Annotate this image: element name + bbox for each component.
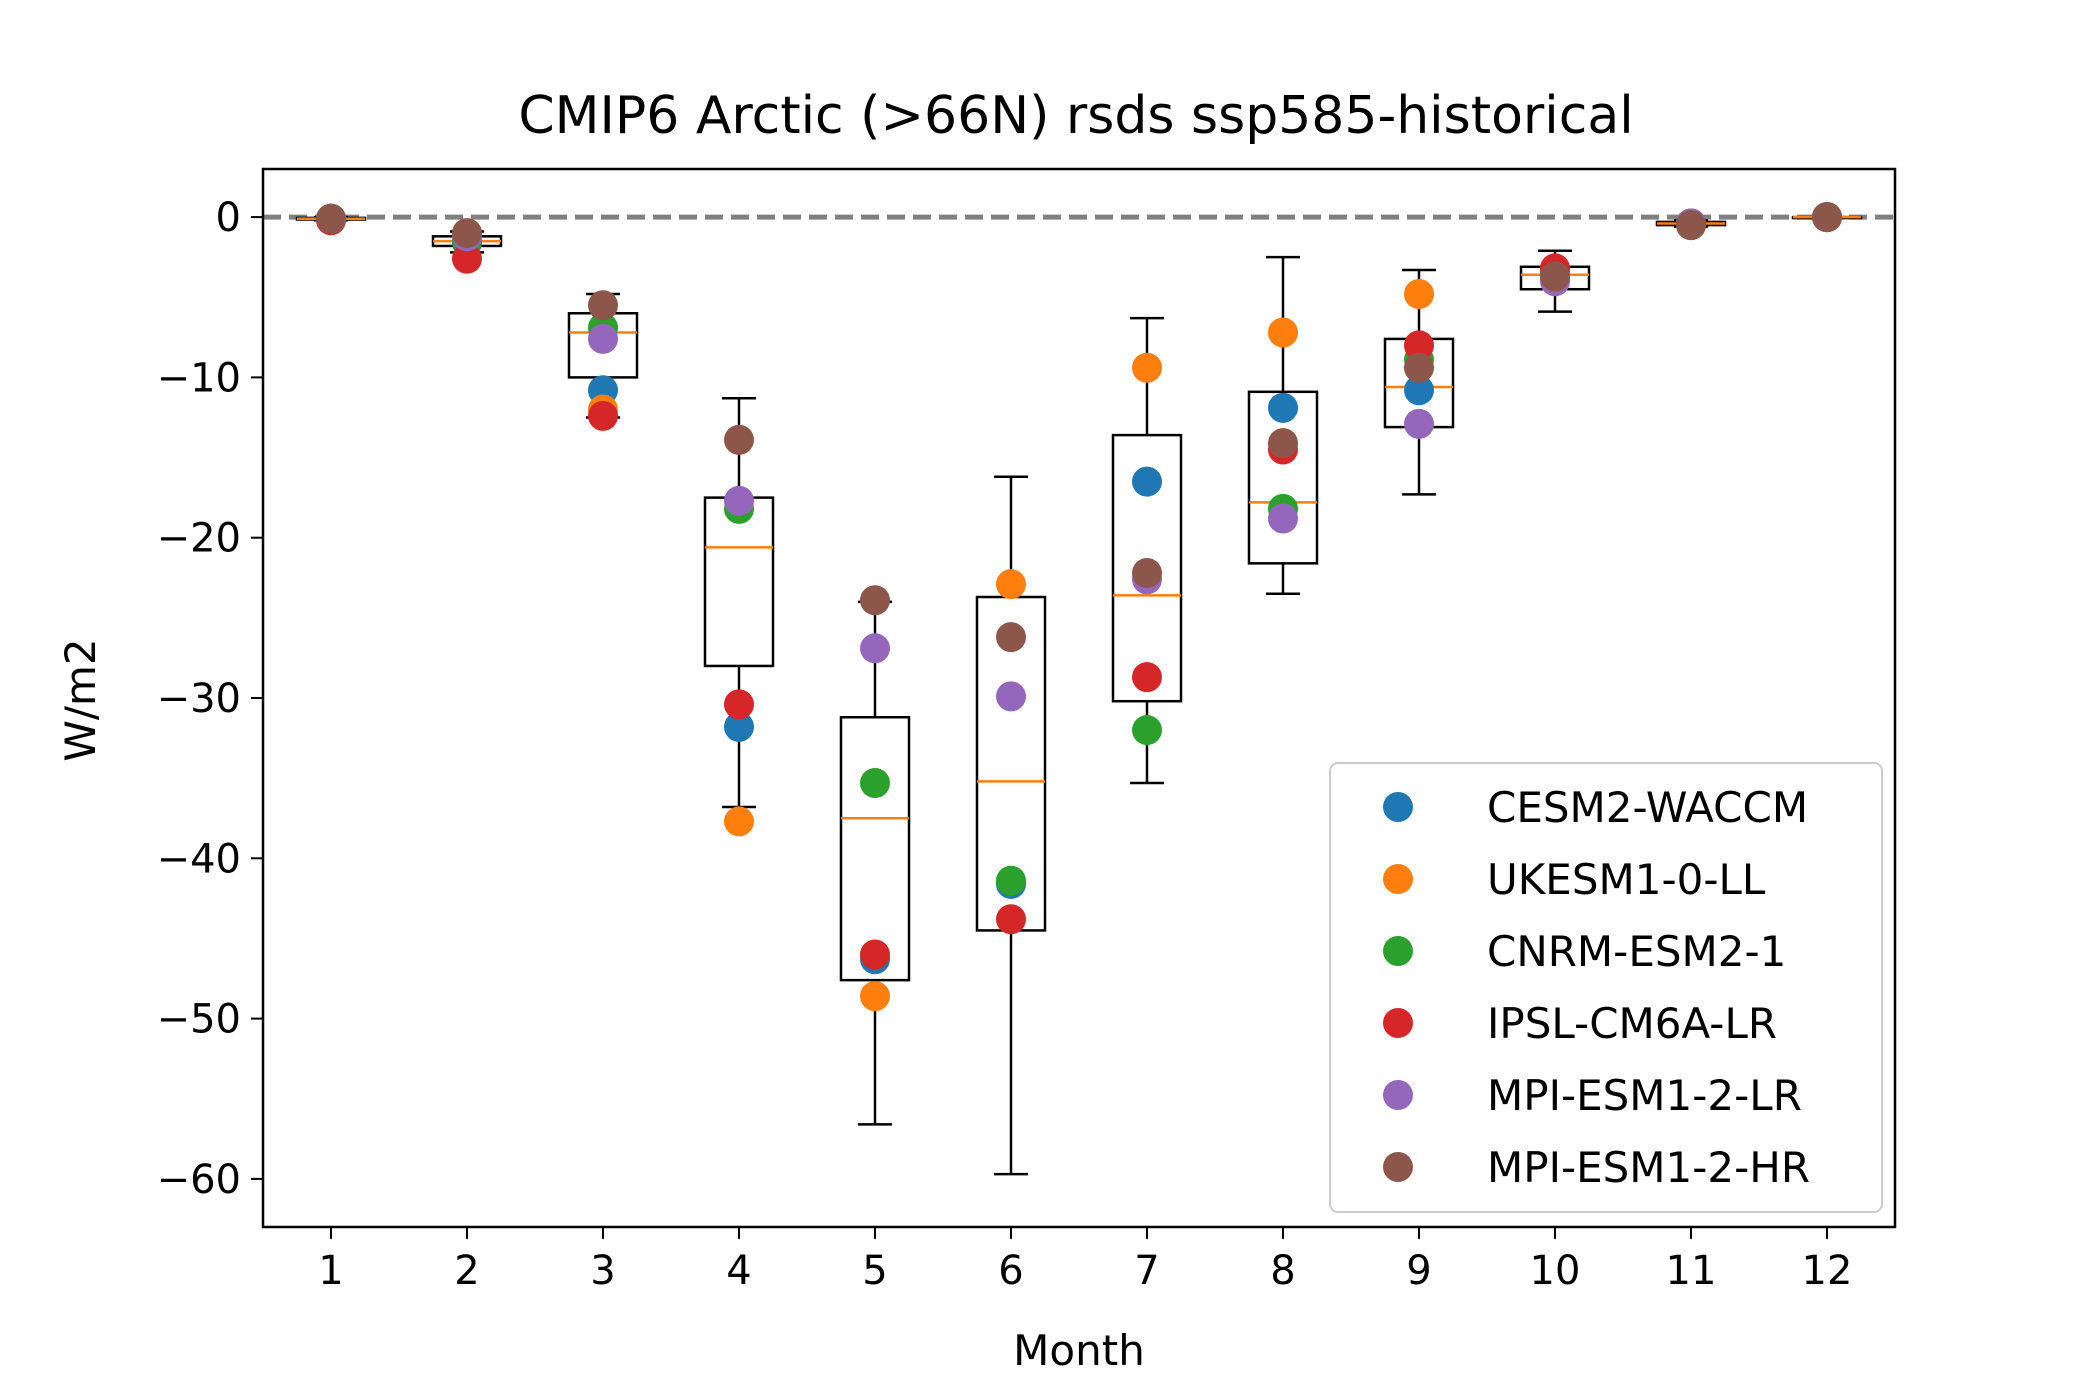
y-tick-label: −10 [157,355,241,401]
point-IPSL-CM6A-LR-month-9 [1404,330,1434,361]
x-tick-label: 11 [1666,1248,1717,1294]
x-tick-label: 4 [726,1248,751,1294]
x-tick-label: 5 [862,1248,887,1294]
x-tick-label: 12 [1802,1248,1853,1294]
legend-marker-MPI-ESM1-2-HR [1383,1152,1413,1182]
point-UKESM1-0-LL-month-7 [1132,352,1162,383]
y-tick-label: −20 [157,516,241,562]
point-UKESM1-0-LL-month-8 [1268,317,1298,348]
point-CESM2-WACCM-month-9 [1404,375,1434,406]
point-IPSL-CM6A-LR-month-3 [588,400,618,431]
legend-label-IPSL-CM6A-LR: IPSL-CM6A-LR [1487,999,1777,1048]
legend-label-CNRM-ESM2-1: CNRM-ESM2-1 [1487,927,1786,976]
point-MPI-ESM1-2-LR-month-9 [1404,408,1434,439]
point-MPI-ESM1-2-HR-month-6 [996,622,1026,653]
legend-label-CESM2-WACCM: CESM2-WACCM [1487,783,1808,832]
point-MPI-ESM1-2-HR-month-11 [1676,210,1706,241]
point-UKESM1-0-LL-month-4 [724,806,754,837]
point-MPI-ESM1-2-HR-month-3 [588,290,618,321]
y-tick-label: −30 [157,676,241,722]
y-tick-label: −50 [157,997,241,1043]
legend-frame [1329,762,1883,1213]
point-CESM2-WACCM-month-4 [724,711,754,742]
x-tick-label: 1 [318,1248,343,1294]
legend-marker-IPSL-CM6A-LR [1383,1008,1413,1038]
point-MPI-ESM1-2-HR-month-2 [452,218,482,249]
point-MPI-ESM1-2-LR-month-4 [724,485,754,516]
legend-marker-UKESM1-0-LL [1383,864,1413,894]
x-axis-label: Month [1013,1326,1145,1375]
point-CNRM-ESM2-1-month-5 [860,767,890,798]
y-tick-label: −40 [157,836,241,882]
point-MPI-ESM1-2-LR-month-8 [1268,503,1298,534]
x-tick-label: 7 [1134,1248,1159,1294]
x-tick-label: 6 [998,1248,1023,1294]
point-IPSL-CM6A-LR-month-7 [1132,662,1162,693]
y-tick-label: −60 [157,1157,241,1203]
chart-title: CMIP6 Arctic (>66N) rsds ssp585-historic… [518,86,1633,146]
legend-marker-MPI-ESM1-2-LR [1383,1080,1413,1110]
scatter-points [316,202,1842,1012]
point-MPI-ESM1-2-HR-month-1 [316,203,346,234]
x-tick-label: 9 [1406,1248,1431,1294]
point-CNRM-ESM2-1-month-7 [1132,715,1162,746]
point-MPI-ESM1-2-LR-month-3 [588,323,618,354]
point-UKESM1-0-LL-month-9 [1404,279,1434,310]
x-tick-label: 10 [1530,1248,1581,1294]
point-MPI-ESM1-2-HR-month-5 [860,585,890,616]
boxplot-month-7 [1111,316,1183,785]
box [1247,390,1319,565]
legend: CESM2-WACCM UKESM1-0-LL CNRM-ESM2-1 IPSL-CM… [1329,762,1883,1213]
y-axis-label: W/m2 [56,638,105,761]
point-MPI-ESM1-2-HR-month-10 [1540,261,1570,292]
point-MPI-ESM1-2-HR-month-7 [1132,557,1162,588]
point-IPSL-CM6A-LR-month-5 [860,939,890,970]
box [1111,433,1183,703]
point-MPI-ESM1-2-LR-month-6 [996,681,1026,712]
point-MPI-ESM1-2-HR-month-8 [1268,428,1298,459]
y-tick-label: 0 [216,195,241,241]
point-MPI-ESM1-2-HR-month-9 [1404,352,1434,383]
point-CESM2-WACCM-month-7 [1132,466,1162,497]
series-IPSL-CM6A-LR [316,202,1842,970]
point-CNRM-ESM2-1-month-6 [996,865,1026,896]
point-IPSL-CM6A-LR-month-4 [724,689,754,720]
point-UKESM1-0-LL-month-6 [996,569,1026,600]
point-UKESM1-0-LL-month-5 [860,981,890,1012]
legend-label-MPI-ESM1-2-HR: MPI-ESM1-2-HR [1487,1143,1810,1192]
x-tick-label: 2 [454,1248,479,1294]
point-IPSL-CM6A-LR-month-6 [996,904,1026,935]
legend-marker-CNRM-ESM2-1 [1383,936,1413,966]
series-MPI-ESM1-2-HR [316,202,1842,653]
legend-label-MPI-ESM1-2-LR: MPI-ESM1-2-LR [1487,1071,1802,1120]
x-tick-label: 3 [590,1248,615,1294]
point-CESM2-WACCM-month-8 [1268,392,1298,423]
point-IPSL-CM6A-LR-month-2 [452,243,482,274]
x-tick-label: 8 [1270,1248,1295,1294]
point-MPI-ESM1-2-HR-month-4 [724,424,754,455]
legend-label-UKESM1-0-LL: UKESM1-0-LL [1487,855,1766,904]
box [839,715,911,982]
point-MPI-ESM1-2-LR-month-5 [860,633,890,664]
legend-marker-CESM2-WACCM [1383,792,1413,822]
axis-ticks: 1 2 3 4 5 6 7 8 9 10 11 120−10−20−30−40−50−60 [157,195,1853,1294]
point-MPI-ESM1-2-HR-month-12 [1812,202,1842,233]
